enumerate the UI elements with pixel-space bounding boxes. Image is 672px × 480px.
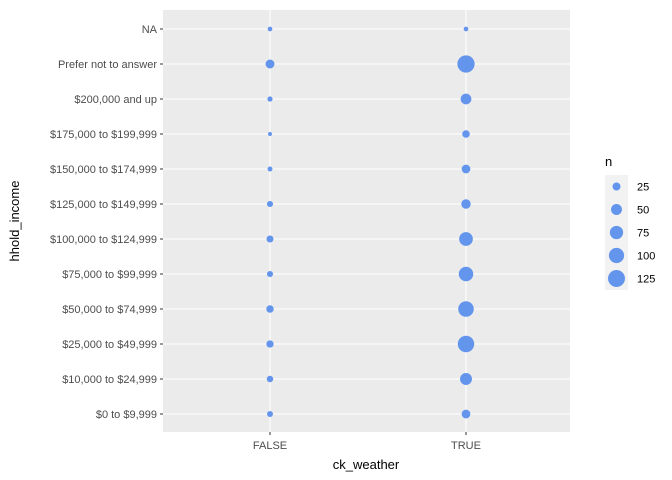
y-tick-label: $0 to $9,999 bbox=[96, 409, 157, 421]
data-point bbox=[458, 301, 474, 317]
y-tick-label: Prefer not to answer bbox=[58, 59, 157, 71]
data-point bbox=[267, 166, 273, 172]
data-point bbox=[457, 335, 475, 353]
legend-symbol bbox=[609, 225, 624, 240]
y-tick-label: $10,000 to $24,999 bbox=[62, 374, 157, 386]
data-point bbox=[266, 305, 274, 313]
y-tick-label: $150,000 to $174,999 bbox=[50, 164, 157, 176]
data-point bbox=[267, 411, 273, 417]
x-tick-label: TRUE bbox=[451, 440, 481, 452]
y-tick-label: $200,000 and up bbox=[74, 94, 157, 106]
data-point bbox=[463, 26, 469, 32]
data-point bbox=[265, 59, 275, 69]
data-point bbox=[266, 375, 274, 383]
legend-label: 25 bbox=[637, 182, 649, 194]
legend-label: 75 bbox=[637, 228, 649, 240]
x-axis-title: ck_weather bbox=[333, 457, 400, 472]
data-point bbox=[266, 235, 274, 243]
data-point bbox=[267, 96, 273, 102]
y-axis: $0 to $9,999 $10,000 to $24,999 $25,000 to… bbox=[50, 24, 163, 421]
size-legend: n 25 50 75 100 125 bbox=[605, 154, 655, 290]
legend-label: 125 bbox=[637, 274, 655, 286]
data-point bbox=[267, 26, 273, 32]
data-point bbox=[266, 200, 274, 208]
legend-symbol bbox=[612, 182, 621, 191]
data-point bbox=[266, 270, 274, 278]
y-tick-label: $175,000 to $199,999 bbox=[50, 129, 157, 141]
data-point bbox=[461, 164, 471, 174]
y-tick-label: NA bbox=[142, 24, 158, 36]
data-point bbox=[457, 55, 475, 73]
legend-symbol bbox=[608, 247, 625, 264]
data-point bbox=[459, 232, 473, 246]
plot-panel bbox=[163, 10, 570, 432]
major-gridlines bbox=[163, 10, 570, 432]
data-point bbox=[460, 93, 472, 105]
y-tick-label: $125,000 to $149,999 bbox=[50, 199, 157, 211]
data-point bbox=[462, 130, 470, 138]
x-axis: FALSE TRUE bbox=[253, 432, 481, 452]
legend-symbol bbox=[611, 204, 622, 215]
legend-title: n bbox=[605, 154, 612, 169]
data-points bbox=[265, 26, 475, 419]
legend-symbol bbox=[608, 270, 625, 287]
x-tick-label: FALSE bbox=[253, 440, 287, 452]
y-tick-label: $50,000 to $74,999 bbox=[62, 304, 157, 316]
data-point bbox=[266, 340, 274, 348]
data-point bbox=[458, 266, 474, 282]
y-tick-label: $75,000 to $99,999 bbox=[62, 269, 157, 281]
data-point bbox=[268, 132, 272, 136]
legend-label: 100 bbox=[637, 251, 655, 263]
y-tick-label: $25,000 to $49,999 bbox=[62, 339, 157, 351]
legend-label: 50 bbox=[637, 205, 649, 217]
data-point bbox=[461, 199, 471, 209]
data-point bbox=[461, 409, 471, 419]
y-tick-label: $100,000 to $124,999 bbox=[50, 234, 157, 246]
data-point bbox=[460, 373, 472, 385]
y-axis-title: hhold_income bbox=[7, 181, 22, 262]
